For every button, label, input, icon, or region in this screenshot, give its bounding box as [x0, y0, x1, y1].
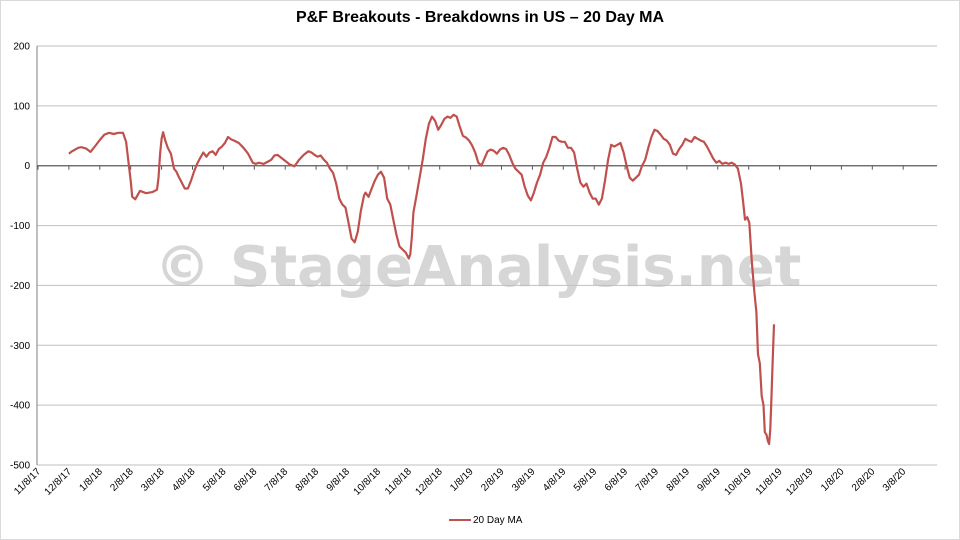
legend-swatch — [449, 519, 471, 521]
x-tick-label: 6/8/18 — [232, 466, 260, 494]
watermark: © StageAnalysis.net — [155, 235, 802, 300]
x-tick-label: 12/8/19 — [784, 466, 816, 498]
gridlines — [37, 45, 937, 466]
x-tick-label: 3/8/18 — [139, 466, 167, 494]
x-tick-label: 11/8/19 — [754, 466, 785, 497]
legend: 20 Day MA — [449, 513, 522, 527]
x-tick-label: 1/8/19 — [448, 466, 476, 494]
y-tick-label: -200 — [10, 281, 30, 292]
x-tick-label: 12/8/18 — [413, 466, 445, 498]
x-tick-label: 10/8/18 — [352, 466, 384, 498]
y-tick-label: -100 — [10, 221, 30, 232]
x-tick-label: 8/8/19 — [665, 466, 693, 494]
y-tick-label: 100 — [13, 101, 30, 112]
chart-title: P&F Breakouts - Breakdowns in US – 20 Da… — [295, 9, 665, 26]
series-line-20-day-ma — [68, 113, 776, 446]
y-tick-label: 200 — [13, 42, 30, 53]
x-tick-label: 4/8/19 — [541, 466, 569, 494]
y-tick-label: -300 — [10, 341, 30, 352]
x-tick-label: 5/8/18 — [201, 466, 229, 494]
axes — [36, 46, 937, 465]
x-tick-label: 5/8/19 — [572, 466, 600, 494]
x-tick-label: 3/8/19 — [510, 466, 538, 494]
x-tick-label: 3/8/20 — [881, 466, 909, 494]
x-tick-label: 9/8/19 — [695, 466, 723, 494]
x-tick-labels: 11/8/17 12/8/17 1/8/18 2/8/18 3/8/18 4/8/18 5/… — [12, 466, 908, 498]
x-tick-label: 1/8/20 — [819, 466, 847, 494]
x-tick-label: 2/8/18 — [108, 466, 136, 494]
x-tick-label: 8/8/18 — [294, 466, 322, 494]
y-tick-labels: 200 100 0 -100 -200 -300 -400 -500 — [10, 42, 30, 472]
x-tick-label: 12/8/17 — [43, 466, 75, 498]
x-tick-label: 7/8/18 — [263, 466, 291, 494]
y-tick-label: -400 — [10, 401, 30, 412]
x-tick-label: 4/8/18 — [170, 466, 198, 494]
x-tick-label: 10/8/19 — [722, 466, 754, 498]
x-tick-label: 6/8/19 — [603, 466, 631, 494]
y-tick-label: -500 — [10, 461, 30, 472]
x-tick-label: 9/8/18 — [325, 466, 353, 494]
x-tick-label: 7/8/19 — [634, 466, 662, 494]
x-tick-label: 2/8/20 — [850, 466, 878, 494]
x-tick-label: 1/8/18 — [77, 466, 105, 494]
legend-label: 20 Day MA — [473, 514, 523, 526]
x-tick-label: 2/8/19 — [479, 466, 507, 494]
x-tick-label: 11/8/18 — [383, 466, 414, 497]
y-tick-label: 0 — [24, 161, 30, 172]
